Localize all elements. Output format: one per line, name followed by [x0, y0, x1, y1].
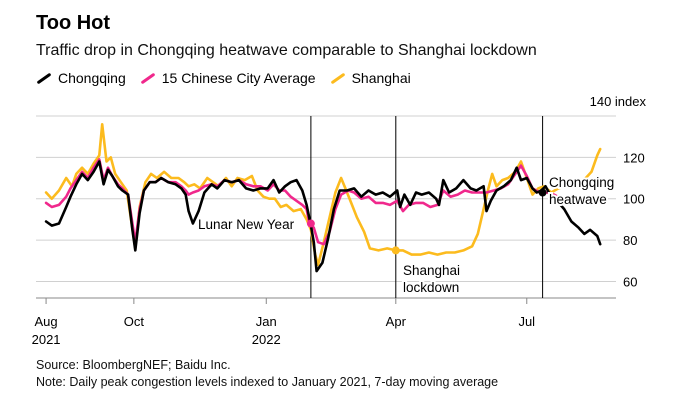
legend-item-city-average: 15 Chinese City Average — [140, 70, 316, 86]
y-tick-label-100: 100 — [623, 192, 645, 207]
chart-subtitle: Traffic drop in Chongqing heatwave compa… — [36, 42, 537, 59]
annotation-marker-0 — [306, 219, 315, 228]
y-unit-label: 140 index — [590, 94, 647, 109]
annotation-marker-1 — [391, 246, 400, 255]
series-line-chongqing — [44, 160, 602, 273]
legend-item-chongqing: Chongqing — [36, 70, 126, 86]
legend-item-shanghai: Shanghai — [330, 70, 411, 86]
chart-title: Too Hot — [36, 12, 111, 34]
annotation-label-lunar-new-year: Lunar New Year — [198, 217, 295, 232]
x-tick-label-oct: Oct — [124, 314, 145, 329]
x-tick-label-apr: Apr — [386, 314, 407, 329]
x-tick-label-jul: Jul — [518, 314, 535, 329]
x-tick-year-2021: 2021 — [32, 332, 61, 347]
annotation-label-lockdown: lockdown — [403, 280, 459, 295]
annotation-marker-2 — [538, 188, 547, 197]
y-tick-label-60: 60 — [623, 274, 637, 289]
x-tick-year-2022: 2022 — [252, 332, 281, 347]
annotation-label-shanghai: Shanghai — [403, 263, 460, 278]
source-note: Source: BloombergNEF; Baidu Inc. — [36, 358, 231, 372]
legend-label-city-average: 15 Chinese City Average — [161, 70, 316, 86]
x-tick-label-aug: Aug — [35, 314, 58, 329]
x-tick-label-jan: Jan — [256, 314, 277, 329]
legend-label-chongqing: Chongqing — [58, 70, 126, 86]
y-tick-label-120: 120 — [623, 150, 645, 165]
legend-label-shanghai: Shanghai — [351, 70, 411, 86]
chart-legend: Chongqing 15 Chinese City Average Shangh… — [36, 70, 425, 86]
methodology-note: Note: Daily peak congestion levels index… — [36, 375, 499, 389]
annotation-label-chongqing: Chongqing — [549, 175, 614, 190]
y-tick-label-80: 80 — [623, 233, 637, 248]
annotation-label-heatwave: heatwave — [549, 192, 607, 207]
